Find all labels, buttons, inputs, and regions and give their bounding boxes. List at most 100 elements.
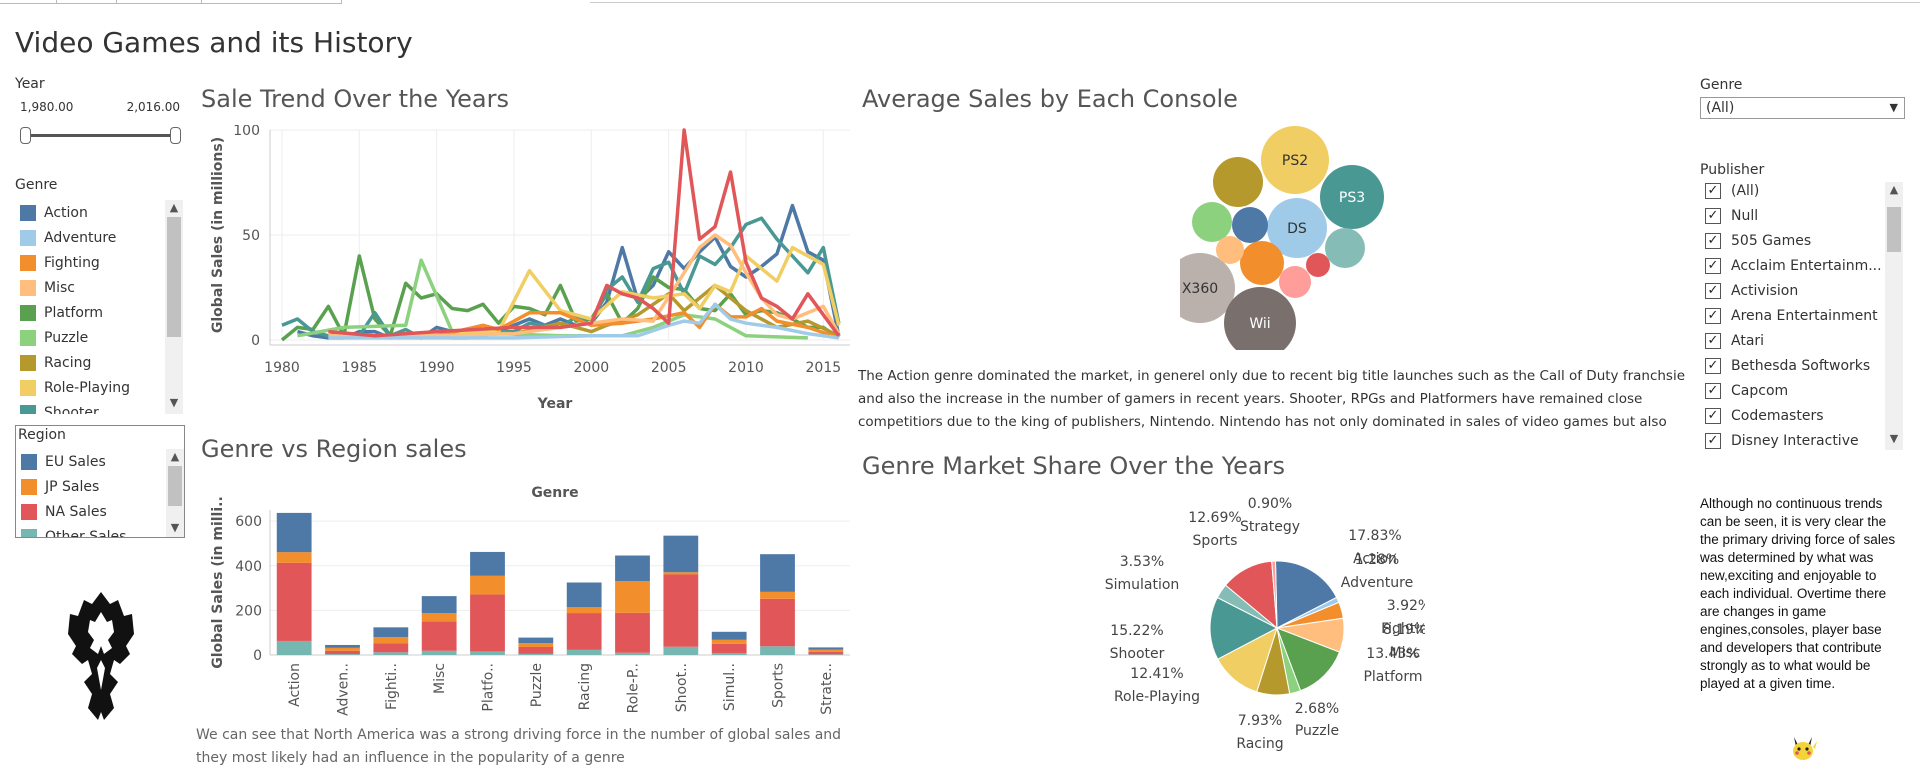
console-bubble[interactable] — [1216, 236, 1244, 264]
series-line-sports[interactable] — [328, 128, 841, 338]
bar-segment-jp-sales[interactable] — [470, 575, 505, 595]
bar-segment-eu-sales[interactable] — [470, 551, 505, 576]
genre-region-chart[interactable]: Genre 0 200 400 600 Global Sales (in milli.. A… — [200, 475, 860, 720]
series-line-role-playing[interactable] — [374, 245, 841, 338]
checkbox-checked-icon[interactable]: ✓ — [1705, 333, 1721, 349]
scroll-up-icon[interactable]: ▲ — [169, 201, 179, 214]
legend-item-na-sales[interactable]: NA Sales — [21, 499, 107, 524]
console-bubble[interactable] — [1279, 266, 1311, 298]
publisher-option-arena-entertainment[interactable]: ✓ Arena Entertainment — [1705, 305, 1878, 327]
slider-max-handle[interactable] — [170, 127, 181, 144]
bar-segment-eu-sales[interactable] — [808, 647, 844, 650]
console-bubble[interactable] — [1213, 157, 1263, 207]
bar-segment-other-sales[interactable] — [470, 651, 505, 655]
publisher-option-activision[interactable]: ✓ Activision — [1705, 280, 1798, 302]
legend-item-fighting[interactable]: Fighting — [20, 250, 100, 275]
bar-segment-jp-sales[interactable] — [421, 613, 457, 622]
legend-item-other-sales[interactable]: Other Sales — [21, 524, 126, 537]
bar-segment-jp-sales[interactable] — [711, 639, 747, 644]
legend-item-racing[interactable]: Racing — [20, 350, 91, 375]
checkbox-checked-icon[interactable]: ✓ — [1705, 208, 1721, 224]
bar-segment-other-sales[interactable] — [566, 649, 602, 655]
bar-segment-eu-sales[interactable] — [663, 535, 699, 573]
console-bubble[interactable] — [1192, 202, 1232, 242]
legend-item-adventure[interactable]: Adventure — [20, 225, 116, 250]
bar-segment-other-sales[interactable] — [373, 652, 409, 655]
genre-legend-scrollbar[interactable]: ▲ ▼ — [165, 200, 183, 414]
bar-segment-other-sales[interactable] — [276, 640, 312, 655]
legend-item-puzzle[interactable]: Puzzle — [20, 325, 88, 350]
bar-segment-jp-sales[interactable] — [276, 552, 312, 563]
bar-segment-jp-sales[interactable] — [760, 591, 795, 599]
bar-segment-eu-sales[interactable] — [325, 644, 360, 648]
legend-item-platform[interactable]: Platform — [20, 300, 103, 325]
legend-item-eu-sales[interactable]: EU Sales — [21, 449, 106, 474]
series-line-adventure[interactable] — [328, 302, 840, 340]
checkbox-checked-icon[interactable]: ✓ — [1705, 233, 1721, 249]
bar-segment-other-sales[interactable] — [760, 646, 795, 655]
publisher-option-null[interactable]: ✓ Null — [1705, 205, 1758, 227]
slider-track[interactable] — [25, 134, 175, 137]
console-bubble-x360[interactable] — [1180, 253, 1235, 323]
bar-segment-other-sales[interactable] — [615, 652, 650, 655]
console-bubble-wii[interactable] — [1224, 287, 1296, 350]
publisher-option-acclaim-entertainm[interactable]: ✓ Acclaim Entertainm... — [1705, 255, 1882, 277]
console-bubble[interactable] — [1240, 241, 1284, 285]
legend-item-misc[interactable]: Misc — [20, 275, 75, 300]
checkbox-checked-icon[interactable]: ✓ — [1705, 183, 1721, 199]
scroll-up-icon[interactable]: ▲ — [170, 450, 180, 463]
bar-segment-eu-sales[interactable] — [711, 631, 747, 640]
scroll-thumb[interactable] — [1887, 207, 1901, 252]
bar-segment-na-sales[interactable] — [615, 612, 650, 653]
bar-segment-eu-sales[interactable] — [421, 596, 457, 614]
bar-segment-na-sales[interactable] — [373, 643, 409, 653]
scroll-down-icon[interactable]: ▼ — [1889, 432, 1899, 445]
tab-2[interactable] — [57, 0, 117, 4]
publisher-option-bethesda-softworks[interactable]: ✓ Bethesda Softworks — [1705, 355, 1870, 377]
checkbox-checked-icon[interactable]: ✓ — [1705, 383, 1721, 399]
checkbox-checked-icon[interactable]: ✓ — [1705, 283, 1721, 299]
bar-segment-other-sales[interactable] — [711, 652, 747, 655]
pie-slice-shooter[interactable] — [1209, 596, 1279, 660]
slider-min-handle[interactable] — [20, 127, 31, 144]
bar-segment-na-sales[interactable] — [325, 650, 360, 655]
checkbox-checked-icon[interactable]: ✓ — [1705, 433, 1721, 449]
region-legend-scrollbar[interactable]: ▲ ▼ — [166, 449, 184, 537]
legend-item-role-playing[interactable]: Role-Playing — [20, 375, 130, 400]
bar-segment-eu-sales[interactable] — [615, 555, 650, 582]
scroll-down-icon[interactable]: ▼ — [170, 521, 180, 534]
series-line-platform[interactable] — [280, 254, 840, 342]
console-bubble[interactable] — [1306, 253, 1330, 277]
bar-segment-na-sales[interactable] — [760, 598, 795, 647]
legend-item-shooter[interactable]: Shooter — [20, 400, 99, 414]
tab-3[interactable] — [117, 0, 202, 4]
pie-slice-platform[interactable] — [1276, 627, 1341, 692]
publisher-option-codemasters[interactable]: ✓ Codemasters — [1705, 405, 1824, 427]
tab-1[interactable] — [0, 0, 57, 4]
bar-segment-na-sales[interactable] — [808, 651, 844, 655]
genre-filter-dropdown[interactable]: (All) ▼ — [1700, 97, 1905, 119]
bar-segment-jp-sales[interactable] — [615, 581, 650, 613]
tab-4[interactable] — [202, 0, 342, 4]
console-bubble-ps2[interactable] — [1261, 126, 1329, 194]
bar-segment-na-sales[interactable] — [711, 643, 747, 653]
scroll-down-icon[interactable]: ▼ — [169, 396, 179, 409]
bar-segment-other-sales[interactable] — [421, 650, 457, 655]
bar-segment-eu-sales[interactable] — [518, 637, 554, 644]
legend-item-jp-sales[interactable]: JP Sales — [21, 474, 99, 499]
scroll-up-icon[interactable]: ▲ — [1889, 183, 1899, 196]
year-range-slider[interactable]: 1,980.00 2,016.00 — [15, 82, 185, 152]
scroll-thumb[interactable] — [168, 466, 182, 506]
publisher-option-all[interactable]: ✓ (All) — [1705, 180, 1759, 202]
bar-segment-eu-sales[interactable] — [276, 512, 312, 553]
pie-slice-action[interactable] — [1274, 560, 1338, 629]
checkbox-checked-icon[interactable]: ✓ — [1705, 308, 1721, 324]
bar-segment-jp-sales[interactable] — [373, 637, 409, 644]
publisher-option-capcom[interactable]: ✓ Capcom — [1705, 380, 1788, 402]
bar-segment-other-sales[interactable] — [808, 654, 844, 655]
bar-segment-other-sales[interactable] — [663, 646, 699, 655]
pie-slice-strategy[interactable] — [1271, 560, 1278, 629]
bar-segment-jp-sales[interactable] — [566, 607, 602, 614]
publisher-option-505-games[interactable]: ✓ 505 Games — [1705, 230, 1811, 252]
